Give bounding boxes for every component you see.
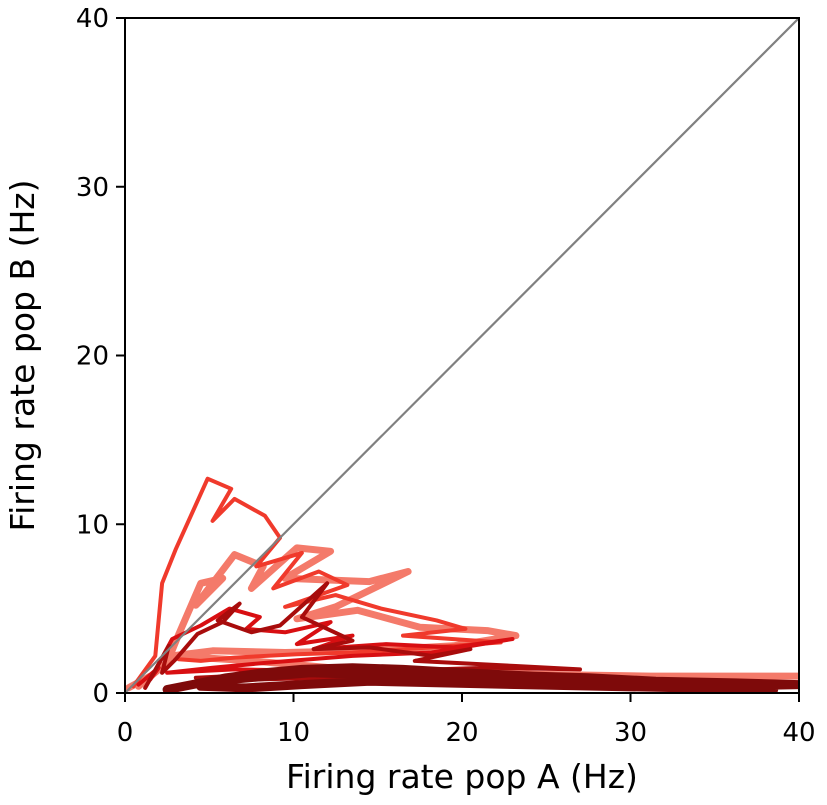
x-axis-label: Firing rate pop A (Hz) xyxy=(286,757,638,796)
y-tick-label: 20 xyxy=(76,342,109,372)
x-tick-label: 40 xyxy=(782,718,815,748)
y-tick-label: 10 xyxy=(76,510,109,540)
x-tick-label: 0 xyxy=(117,718,134,748)
trajectory-series-5 xyxy=(162,663,799,693)
y-tick-label: 0 xyxy=(92,679,109,709)
x-tick-label: 30 xyxy=(614,718,647,748)
trajectory-series-4 xyxy=(143,581,799,690)
y-axis-label: Firing rate pop B (Hz) xyxy=(3,180,42,532)
trajectory-series-1 xyxy=(125,544,799,692)
identity-reference-line xyxy=(124,17,800,694)
y-tick-label: 30 xyxy=(76,173,109,203)
x-tick-label: 10 xyxy=(277,718,310,748)
y-tick-label: 40 xyxy=(76,4,109,34)
x-tick-label: 20 xyxy=(445,718,478,748)
series-layer xyxy=(125,476,799,693)
x-axis-ticks: 0 10 20 30 40 xyxy=(117,693,816,748)
y-axis-ticks: 0 10 20 30 40 xyxy=(76,4,125,709)
